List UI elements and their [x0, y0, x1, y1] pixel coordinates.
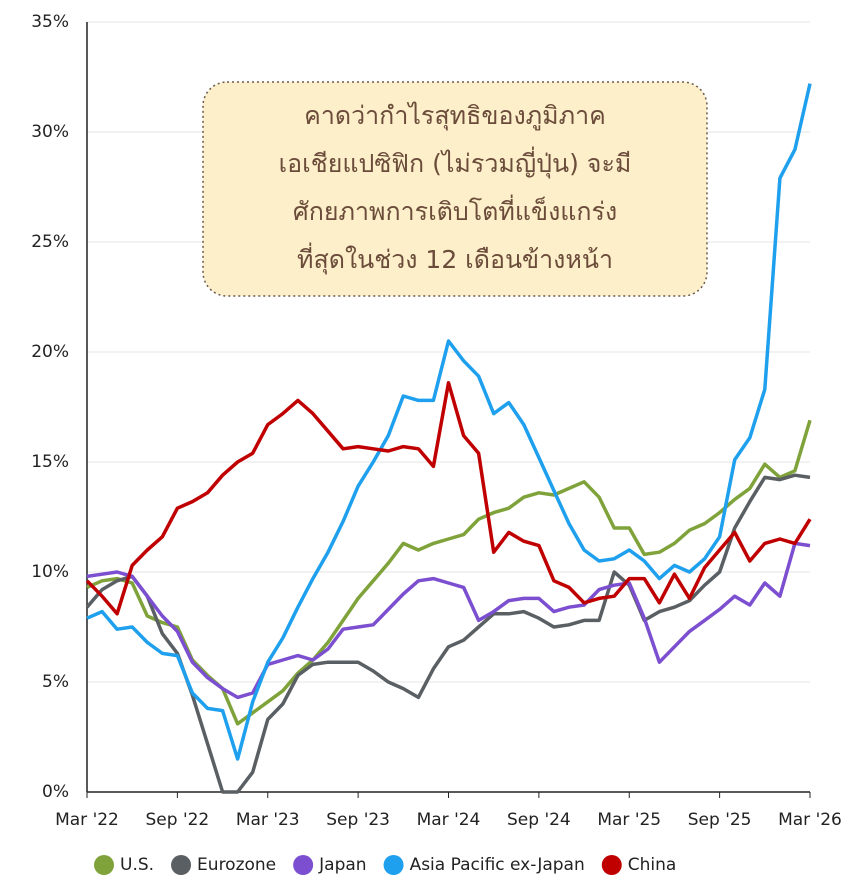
annotation-text: เอเชียแปซิฟิก (ไม่รวมญี่ปุ่น) จะมี: [279, 146, 632, 179]
series-line: [86, 83, 812, 761]
x-tick-label: Sep '24: [507, 810, 571, 830]
y-tick-label: 5%: [42, 672, 69, 692]
y-tick-label: 30%: [31, 122, 69, 142]
annotation-text: ศักยภาพการเติบโตที่แข็งแกร่ง: [293, 194, 617, 226]
x-tick-label: Mar '25: [597, 810, 661, 830]
series-line: [85, 473, 811, 794]
legend-label: Eurozone: [197, 855, 276, 875]
legend-marker: [94, 855, 114, 875]
x-tick-label: Sep '22: [146, 810, 210, 830]
legend: U.S. Eurozone Japan Asia Pacific ex-Japan Ch…: [94, 855, 676, 875]
annotation-box: [202, 81, 708, 297]
legend-label: Asia Pacific ex-Japan: [410, 855, 585, 875]
legend-label: China: [628, 855, 677, 875]
legend-marker: [293, 855, 314, 875]
x-tick-label: Sep '25: [688, 810, 752, 830]
y-tick-label: 0%: [42, 782, 69, 802]
x-tick-label: Mar '22: [55, 810, 119, 830]
legend-label: U.S.: [120, 855, 154, 875]
annotation-text: ที่สุดในช่วง 12 เดือนข้างหน้า: [297, 242, 613, 275]
y-tick-label: 10%: [31, 562, 69, 582]
y-tick-label: 35%: [31, 12, 69, 32]
x-tick-label: Sep '23: [326, 810, 390, 830]
y-tick-label: 25%: [31, 232, 69, 252]
legend-marker: [383, 855, 404, 875]
legend-marker: [171, 855, 192, 875]
y-tick-label: 15%: [31, 452, 69, 472]
series-line: [86, 541, 811, 700]
x-tick-label: Mar '24: [417, 810, 481, 830]
y-tick-label: 20%: [31, 342, 69, 362]
annotation-text: คาดว่ากำไรสุทธิของภูมิภาค: [304, 101, 606, 131]
legend-label: Japan: [318, 855, 366, 875]
legend-marker: [601, 855, 622, 875]
series-line: [85, 381, 812, 616]
x-tick-label: Mar '23: [236, 810, 300, 830]
x-tick-label: Mar '26: [778, 810, 842, 830]
